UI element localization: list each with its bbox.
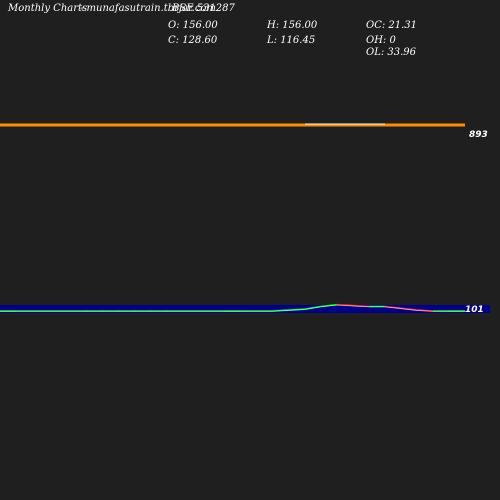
site-label: - munafasutrain.tbrjar.com (80, 3, 216, 14)
high-value: H: 156.00 (267, 20, 318, 31)
chart-type-label: Monthly Charts (8, 3, 88, 14)
oh-value: OH: 0 (366, 35, 396, 46)
volume-line (0, 304, 465, 312)
ol-value: OL: 33.96 (366, 47, 417, 58)
symbol-label: BSE 531287 (172, 3, 235, 14)
open-value: O: 156.00 (168, 20, 218, 31)
low-value: L: 116.45 (267, 35, 316, 46)
volume-band (0, 305, 490, 313)
oc-value: OC: 21.31 (366, 20, 418, 31)
volume-tick-label: 101 (465, 305, 484, 315)
close-value: C: 128.60 (168, 35, 218, 46)
price-tick-label: 893 (469, 130, 488, 140)
